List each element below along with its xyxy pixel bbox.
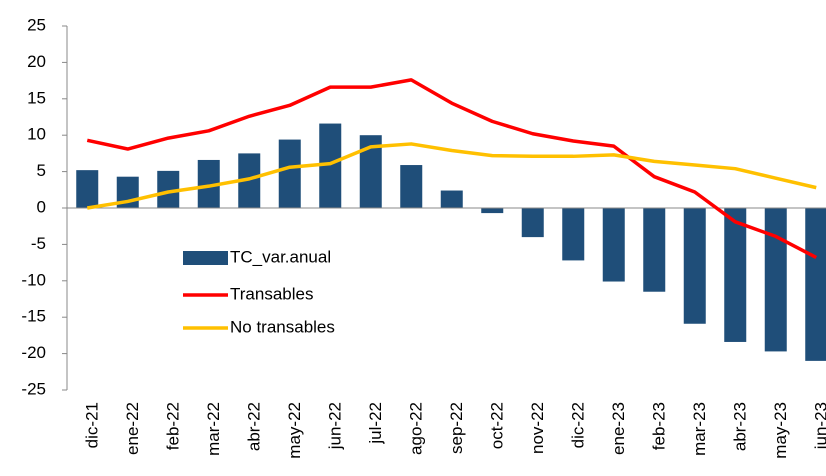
- y-tick-label: -25: [21, 379, 46, 398]
- legend-label: TC_var.anual: [230, 247, 331, 266]
- x-tick-label: dic-21: [83, 402, 102, 448]
- x-tick-label: sep-22: [447, 402, 466, 454]
- bar: [319, 123, 342, 208]
- bar: [602, 208, 625, 282]
- x-tick-label: may-23: [771, 402, 790, 459]
- x-tick-label: jul-22: [366, 402, 385, 445]
- legend-label: Transables: [230, 284, 313, 303]
- legend-swatch: [183, 251, 228, 265]
- y-tick-label: 0: [37, 197, 46, 216]
- line: [86, 142, 817, 210]
- y-tick-label: 10: [27, 125, 46, 144]
- bar: [278, 139, 301, 208]
- bar: [481, 208, 504, 214]
- x-tick-label: ago-22: [407, 402, 426, 455]
- bar: [724, 208, 747, 342]
- bar: [359, 135, 382, 208]
- y-tick-label: -15: [21, 307, 46, 326]
- x-tick-label: nov-22: [528, 402, 547, 454]
- bar: [238, 153, 261, 208]
- y-tick-label: 15: [27, 88, 46, 107]
- bar: [683, 208, 706, 324]
- bar: [643, 208, 666, 292]
- bar: [521, 208, 544, 238]
- bar: [76, 170, 99, 208]
- y-tick-label: 20: [27, 52, 46, 71]
- bar: [197, 159, 220, 208]
- y-tick-label: -5: [31, 234, 46, 253]
- x-tick-label: ene-22: [123, 402, 142, 455]
- bar: [400, 165, 423, 208]
- bar: [562, 208, 585, 261]
- x-tick-label: abr-22: [245, 402, 264, 451]
- x-tick-label: may-22: [285, 402, 304, 459]
- bar: [157, 170, 180, 208]
- x-tick-label: jun-22: [326, 402, 345, 450]
- y-tick-label: -20: [21, 343, 46, 362]
- x-tick-label: oct-22: [488, 402, 507, 449]
- x-tick-label: mar-23: [690, 402, 709, 456]
- y-tick-label: 25: [27, 15, 46, 34]
- legend-label: No transables: [230, 317, 335, 336]
- bar: [805, 208, 826, 361]
- bar: [764, 208, 787, 352]
- x-tick-label: mar-22: [204, 402, 223, 456]
- x-tick-label: dic-22: [569, 402, 588, 448]
- y-tick-label: -10: [21, 270, 46, 289]
- x-tick-label: feb-22: [164, 402, 183, 450]
- bar: [440, 190, 463, 208]
- x-tick-label: feb-23: [650, 402, 669, 450]
- line: [86, 78, 818, 260]
- x-tick-label: ene-23: [609, 402, 628, 455]
- x-tick-label: abr-23: [731, 402, 750, 451]
- x-tick-label: jun-23: [812, 402, 826, 450]
- y-tick-label: 5: [37, 161, 46, 180]
